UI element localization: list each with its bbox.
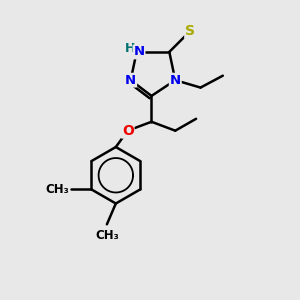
Text: H: H [125, 42, 135, 56]
Text: CH₃: CH₃ [95, 229, 119, 242]
Text: O: O [122, 124, 134, 138]
Text: CH₃: CH₃ [45, 183, 69, 196]
Text: N: N [170, 74, 181, 87]
Text: N: N [134, 45, 145, 58]
Text: N: N [125, 74, 136, 87]
Text: S: S [185, 24, 195, 38]
